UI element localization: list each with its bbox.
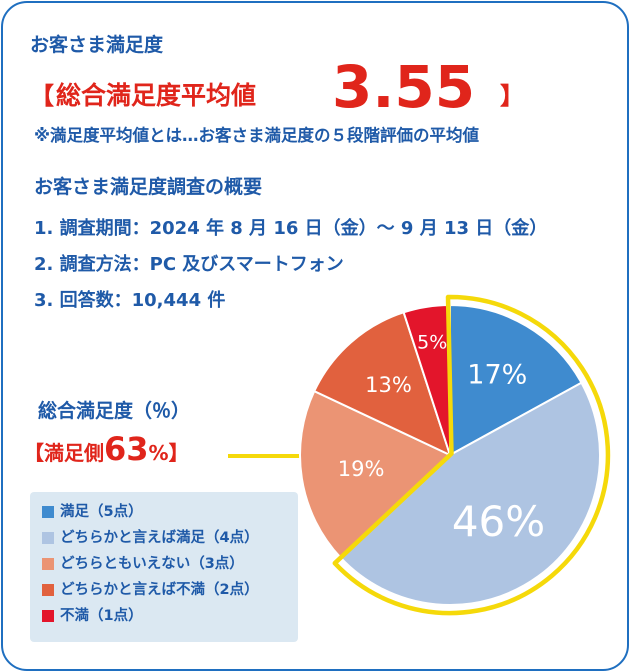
overview-item-responses: 3. 回答数：10,444 件 [34, 290, 226, 311]
average-note: ※満足度平均値とは…お客さま満足度の５段階評価の平均値 [34, 126, 480, 145]
pie-value-label: 19% [338, 457, 385, 481]
pie-slice-somewhat-satisfied [339, 381, 601, 607]
legend-label: 不満（1点） [60, 608, 143, 624]
legend: 満足（5点） どちらかと言えば満足（4点） どちらともいえない（3点） どちらか… [30, 492, 298, 642]
pie-value-label: 46% [452, 497, 545, 546]
satisfaction-percent: % [148, 441, 169, 465]
legend-swatch [42, 532, 54, 544]
pie-value-label: 17% [467, 360, 527, 391]
pie-slice-neutral [299, 389, 452, 560]
legend-swatch [42, 584, 54, 596]
page-title: お客さま満足度 [30, 34, 164, 56]
satisfaction-summary: 【満足側63%】 [24, 430, 189, 468]
overview-item-method: 2. 調査方法：PC 及びスマートフォン [34, 254, 344, 275]
satisfaction-close: 】 [168, 441, 189, 465]
satisfaction-label: 総合満足度（％） [38, 400, 191, 422]
overview-item-period: 1. 調査期間：2024 年 8 月 16 日（金）〜 9 月 13 日（金） [34, 218, 548, 239]
highlight-outline [332, 294, 611, 616]
pie-slice-somewhat-dissatisfied [312, 311, 452, 457]
satisfaction-open: 【満足側 [24, 441, 104, 465]
legend-swatch [42, 506, 54, 518]
legend-label: どちらかと言えば満足（4点） [60, 530, 259, 546]
pie-slice-satisfied [449, 303, 583, 457]
satisfaction-value: 63 [104, 430, 149, 468]
legend-swatch [42, 610, 54, 622]
legend-label: 満足（5点） [60, 504, 143, 520]
average-bracket-close: 】 [500, 82, 524, 110]
pie-value-label: 5% [417, 331, 447, 353]
overview-title: お客さま満足度調査の概要 [34, 176, 263, 198]
average-bracket-open: 【 [30, 82, 54, 110]
average-label: 総合満足度平均値 [56, 81, 257, 110]
pie-value-label: 13% [365, 373, 412, 397]
average-value: 3.55 [332, 53, 476, 121]
legend-label: どちらかと言えば不満（2点） [60, 582, 259, 598]
legend-swatch [42, 558, 54, 570]
legend-label: どちらともいえない（3点） [60, 556, 244, 572]
